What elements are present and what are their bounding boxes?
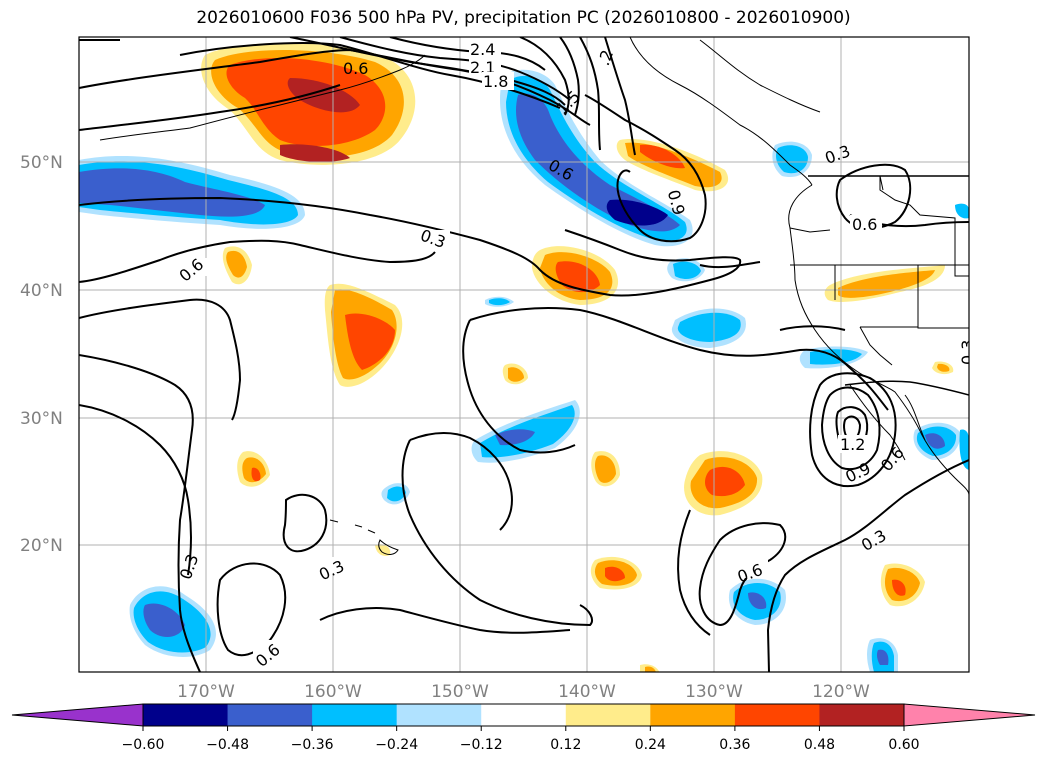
contour-label-1.8: 1.8 (483, 72, 508, 91)
colorbar-tick-label: −0.48 (206, 737, 249, 753)
map-frame (78, 36, 970, 673)
colorbar-segment (396, 704, 482, 726)
colorbar-tick-label: 0.48 (804, 737, 835, 753)
contour-label-1.5: .2 (594, 47, 617, 68)
colorbar: −0.60 −0.48 −0.36 −0.24 −0.12 0.12 0.24 0.36 0.4… (11, 703, 1036, 753)
longitude-labels: 170°W 160°W 150°W 140°W 130°W 120°W (177, 682, 870, 702)
latitude-labels: 50°N 40°N 30°N 20°N (20, 153, 63, 556)
colorbar-extend-high (903, 703, 1036, 727)
graticule (79, 37, 969, 672)
contour-label-0.6: 0.6 (343, 59, 368, 78)
colorbar-tick-label: 0.60 (888, 737, 919, 753)
colorbar-segment (481, 704, 567, 726)
precip-negative-shading (79, 69, 969, 672)
colorbar-tick-label: −0.12 (460, 737, 503, 753)
lon-label-150W: 150°W (431, 682, 489, 702)
colorbar-segment (650, 704, 736, 726)
lon-label-170W: 170°W (177, 682, 235, 702)
contour-label-0.6: 0.6 (852, 215, 877, 234)
lat-label-40N: 40°N (20, 281, 63, 301)
colorbar-tick-label: 0.24 (635, 737, 666, 753)
colorbar-segment (565, 704, 651, 726)
lat-label-30N: 30°N (20, 409, 63, 429)
lon-label-140W: 140°W (558, 682, 616, 702)
colorbar-segment (734, 704, 820, 726)
colorbar-tick-label: −0.36 (291, 737, 334, 753)
contour-label-0.3: 0.3 (958, 340, 977, 365)
lat-label-50N: 50°N (20, 153, 63, 173)
colorbar-tick-label: −0.24 (375, 737, 418, 753)
lon-label-160W: 160°W (304, 682, 362, 702)
colorbar-segment (143, 704, 229, 726)
colorbar-tick-label: 0.12 (550, 737, 581, 753)
lon-label-130W: 130°W (685, 682, 743, 702)
plot-title: 2026010600 F036 500 hPa PV, precipitatio… (196, 8, 851, 28)
contour-label-2.4: 2.4 (470, 40, 495, 59)
colorbar-tick-label: 0.36 (719, 737, 750, 753)
colorbar-extend-low (11, 703, 144, 727)
colorbar-segment (819, 704, 905, 726)
coastlines (99, 37, 969, 555)
contour-label-1.2: 1.2 (840, 435, 865, 454)
lat-label-20N: 20°N (20, 536, 63, 556)
pv-contours (79, 37, 969, 672)
colorbar-segment (312, 704, 398, 726)
lon-label-120W: 120°W (812, 682, 870, 702)
colorbar-tick-label: −0.60 (122, 737, 165, 753)
colorbar-segment (227, 704, 313, 726)
